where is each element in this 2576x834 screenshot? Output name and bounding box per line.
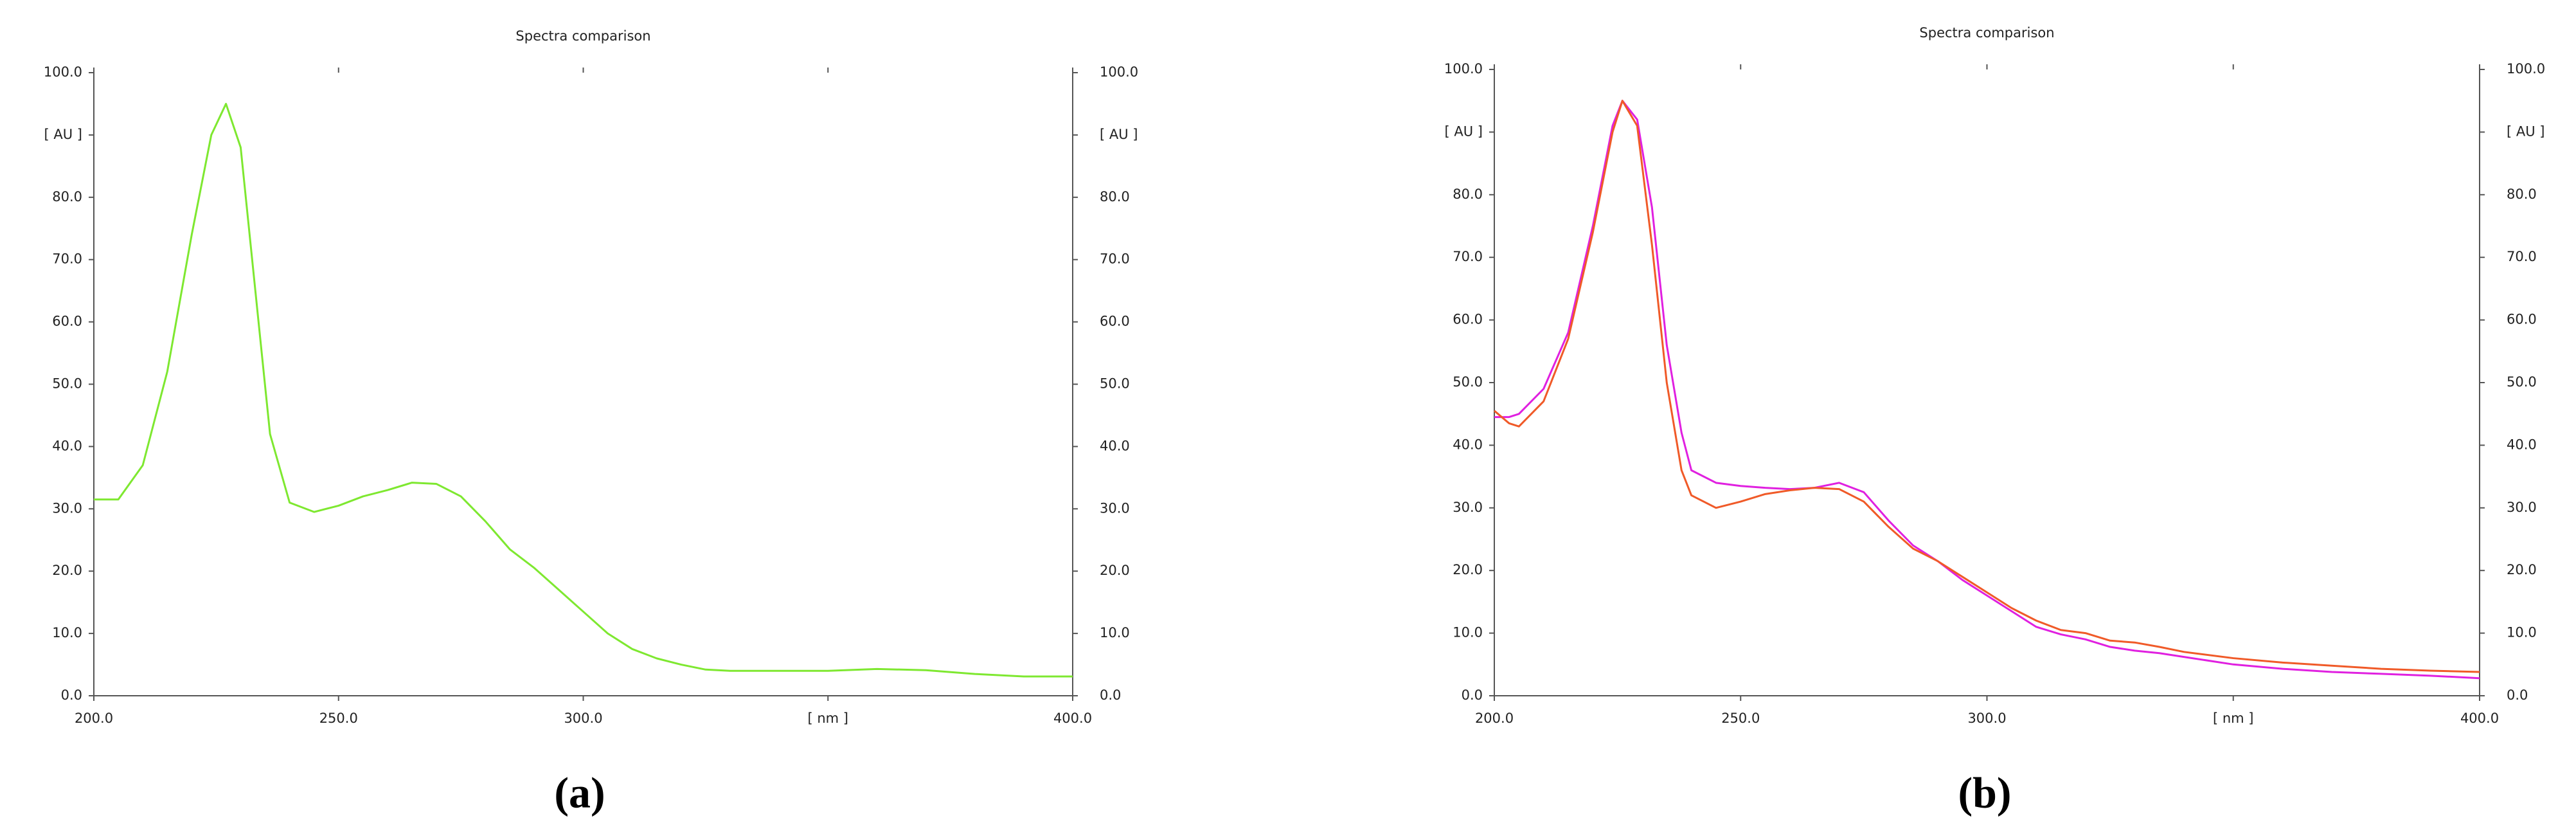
- y2-tick-label: 100.0: [1100, 64, 1138, 80]
- x-tick-label: 250.0: [319, 711, 358, 726]
- y-tick-label: [ AU ]: [44, 127, 82, 142]
- spectrum-line: [1494, 100, 2480, 673]
- y2-tick-label: 50.0: [2507, 374, 2537, 390]
- y-tick-label: 70.0: [52, 251, 82, 267]
- y-tick-label: 0.0: [61, 687, 82, 703]
- y2-tick-label: 0.0: [2507, 687, 2528, 703]
- y2-tick-label: 80.0: [2507, 186, 2537, 202]
- y2-tick-label: 60.0: [1100, 314, 1130, 329]
- y-tick-label: 100.0: [1444, 61, 1483, 77]
- panel-caption: (b): [1958, 768, 2011, 817]
- y-tick-label: 100.0: [44, 64, 82, 80]
- y2-tick-label: 10.0: [1100, 625, 1130, 640]
- y-tick-label: [ AU ]: [1445, 123, 1483, 139]
- y-tick-label: 60.0: [1453, 312, 1483, 327]
- y-tick-label: 70.0: [1453, 249, 1483, 264]
- y2-tick-label: 40.0: [2507, 437, 2537, 452]
- y2-tick-label: [ AU ]: [2507, 123, 2545, 139]
- x-tick-label: 200.0: [1475, 711, 1514, 726]
- y-tick-label: 50.0: [1453, 374, 1483, 390]
- y-tick-label: 0.0: [1462, 687, 1483, 703]
- y-tick-label: 40.0: [1453, 437, 1483, 452]
- y2-tick-label: 10.0: [2507, 625, 2537, 640]
- spectrum-line: [94, 102, 1073, 678]
- y2-tick-label: 20.0: [1100, 563, 1130, 578]
- y2-tick-label: 0.0: [1100, 687, 1121, 703]
- y2-tick-label: 50.0: [1100, 376, 1130, 392]
- y2-tick-label: 20.0: [2507, 562, 2537, 577]
- y-tick-label: 50.0: [52, 376, 82, 392]
- y-tick-label: 40.0: [52, 438, 82, 453]
- x-tick-label: 250.0: [1721, 711, 1760, 726]
- spectrum-line: [1494, 100, 2480, 680]
- y2-tick-label: 70.0: [2507, 249, 2537, 264]
- y-tick-label: 60.0: [52, 314, 82, 329]
- y2-tick-label: 100.0: [2507, 61, 2545, 77]
- y2-tick-label: 30.0: [2507, 500, 2537, 515]
- x-tick-label: 300.0: [1967, 711, 2006, 726]
- x-tick-label: [ nm ]: [807, 711, 848, 726]
- x-tick-label: 400.0: [2460, 711, 2499, 726]
- x-tick-label: 300.0: [564, 711, 602, 726]
- y2-tick-label: 60.0: [2507, 312, 2537, 327]
- y-tick-label: 10.0: [1453, 625, 1483, 640]
- y2-tick-label: 40.0: [1100, 438, 1130, 453]
- chart-title: Spectra comparison: [1919, 25, 2054, 41]
- y2-tick-label: 70.0: [1100, 251, 1130, 267]
- y-tick-label: 80.0: [52, 189, 82, 204]
- x-tick-label: [ nm ]: [2213, 711, 2254, 726]
- y2-tick-label: 80.0: [1100, 189, 1130, 204]
- x-tick-label: 400.0: [1053, 711, 1092, 726]
- x-tick-label: 200.0: [75, 711, 113, 726]
- y2-tick-label: [ AU ]: [1100, 127, 1138, 142]
- chart-title: Spectra comparison: [515, 28, 650, 44]
- y-tick-label: 20.0: [52, 563, 82, 578]
- y-tick-label: 80.0: [1453, 186, 1483, 202]
- y-tick-label: 30.0: [52, 500, 82, 516]
- y-tick-label: 20.0: [1453, 562, 1483, 577]
- y-tick-label: 30.0: [1453, 500, 1483, 515]
- y-tick-label: 10.0: [52, 625, 82, 640]
- panel-caption: (a): [554, 768, 605, 817]
- y2-tick-label: 30.0: [1100, 500, 1130, 516]
